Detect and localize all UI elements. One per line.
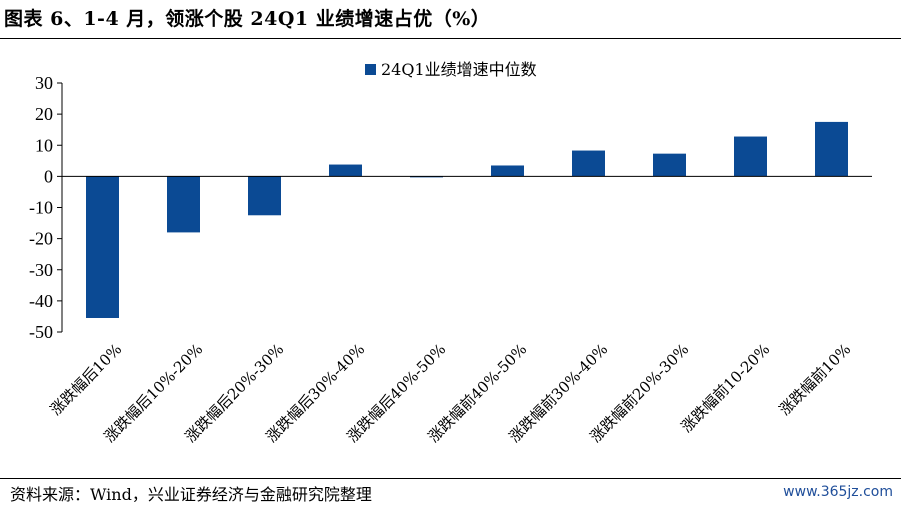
x-tick-label: 涨跌幅前10% bbox=[776, 340, 855, 419]
bar bbox=[167, 176, 200, 233]
legend-swatch bbox=[365, 64, 376, 75]
x-tick-label: 涨跌幅前10-20% bbox=[678, 340, 774, 436]
x-tick-label: 涨跌幅后10% bbox=[47, 340, 126, 419]
source-note: 资料来源：Wind，兴业证券经济与金融研究院整理 bbox=[10, 485, 372, 504]
y-tick-label: -30 bbox=[29, 260, 53, 280]
legend: 24Q1业绩增速中位数 bbox=[365, 60, 537, 79]
bar bbox=[572, 150, 605, 177]
bar-chart: 24Q1业绩增速中位数 30 20 10 0 -10 -20 -30 -40 -50 涨跌幅后1… bbox=[29, 60, 872, 446]
watermark: www.365jz.com bbox=[783, 484, 893, 500]
y-tick-label: 30 bbox=[35, 73, 53, 93]
bar bbox=[86, 176, 119, 318]
y-tick-label: -20 bbox=[29, 229, 53, 249]
footer-divider bbox=[0, 478, 901, 479]
chart-title: 图表 6、1-4 月，领涨个股 24Q1 业绩增速占优（%） bbox=[4, 8, 491, 30]
bars bbox=[86, 121, 848, 318]
bar bbox=[734, 136, 767, 177]
y-tick-label: -10 bbox=[29, 198, 53, 218]
y-tick-label: -50 bbox=[29, 322, 53, 342]
bar bbox=[491, 165, 524, 177]
legend-label: 24Q1业绩增速中位数 bbox=[381, 60, 537, 79]
bar bbox=[248, 176, 281, 216]
bar bbox=[329, 164, 362, 177]
y-axis: 30 20 10 0 -10 -20 -30 -40 -50 bbox=[29, 73, 63, 342]
y-tick-label: 10 bbox=[35, 135, 53, 155]
y-tick-label: -40 bbox=[29, 291, 53, 311]
y-tick-label: 0 bbox=[44, 166, 53, 186]
bar bbox=[653, 153, 686, 177]
title-divider bbox=[0, 38, 901, 39]
bar bbox=[815, 121, 848, 177]
y-tick-label: 20 bbox=[35, 104, 53, 124]
